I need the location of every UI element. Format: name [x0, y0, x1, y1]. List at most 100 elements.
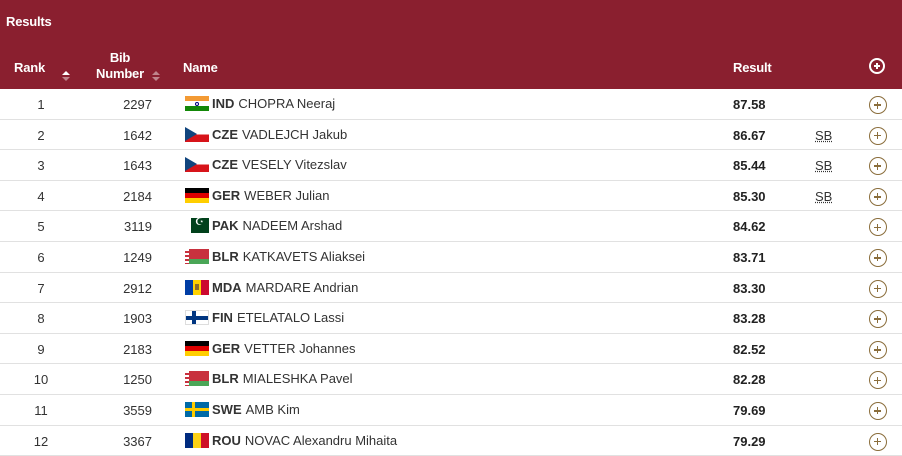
athlete-name-cell[interactable]: SWE AMB Kim	[185, 401, 300, 417]
athlete-name-cell[interactable]: FIN ETELATALO Lassi	[185, 310, 345, 326]
results-table-body: 1 2297 IND CHOPRA Neeraj 87.58 2 1642 CZ…	[0, 89, 902, 456]
athlete-name[interactable]: AMB Kim	[245, 401, 300, 417]
country-flag-icon	[185, 401, 209, 417]
athlete-name-cell[interactable]: BLR KATKAVETS Aliaksei	[185, 248, 366, 264]
results-title: Results	[6, 14, 52, 29]
bib-cell: 2912	[123, 280, 152, 296]
athlete-name-cell[interactable]: PAK NADEEM Arshad	[185, 218, 343, 234]
athlete-name-cell[interactable]: GER WEBER Julian	[185, 187, 330, 203]
bib-cell: 1642	[123, 127, 152, 143]
result-cell: 83.28	[733, 311, 766, 327]
bib-cell: 2184	[123, 188, 152, 204]
result-cell: 79.69	[733, 402, 766, 418]
athlete-name[interactable]: KATKAVETS Aliaksei	[242, 248, 366, 264]
expand-row-plus-icon[interactable]	[869, 340, 887, 359]
noc-code: BLR	[212, 371, 239, 387]
result-cell: 82.28	[733, 372, 766, 388]
table-row[interactable]: 6 1249 BLR KATKAVETS Aliaksei 83.71	[0, 242, 902, 273]
bib-cell: 3119	[124, 219, 152, 235]
table-row[interactable]: 7 2912 MDA MARDARE Andrian 83.30	[0, 273, 902, 304]
expand-row-plus-icon[interactable]	[869, 371, 887, 390]
athlete-name[interactable]: WEBER Julian	[244, 187, 330, 203]
result-cell: 87.58	[733, 97, 766, 112]
table-row[interactable]: 5 3119 PAK NADEEM Arshad 84.62	[0, 211, 902, 242]
country-flag-icon	[185, 187, 209, 203]
table-row[interactable]: 12 3367 ROU NOVAC Alexandru Mihaita 79.2…	[0, 426, 902, 456]
result-column-header: Result	[733, 60, 772, 75]
country-flag-icon	[185, 157, 209, 173]
bib-cell: 2183	[123, 341, 152, 357]
athlete-name-cell[interactable]: ROU NOVAC Alexandru Mihaita	[185, 432, 398, 448]
expand-all-plus-icon[interactable]	[869, 58, 885, 74]
table-row[interactable]: 4 2184 GER WEBER Julian 85.30 SB	[0, 181, 902, 212]
rank-column-header[interactable]: Rank	[14, 60, 45, 75]
table-row[interactable]: 2 1642 CZE VADLEJCH Jakub 86.67 SB	[0, 120, 902, 151]
noc-code: CZE	[212, 157, 238, 173]
expand-row-plus-icon[interactable]	[869, 310, 887, 329]
result-cell: 82.52	[733, 341, 766, 357]
expand-row-plus-icon[interactable]	[869, 126, 887, 145]
result-cell: 85.30	[733, 188, 766, 204]
table-row[interactable]: 9 2183 GER VETTER Johannes 82.52	[0, 334, 902, 365]
noc-code: GER	[212, 187, 241, 203]
athlete-name[interactable]: ETELATALO Lassi	[236, 310, 345, 326]
table-row[interactable]: 11 3559 SWE AMB Kim 79.69	[0, 395, 902, 426]
athlete-name-cell[interactable]: CZE VESELY Vitezslav	[185, 157, 347, 173]
athlete-name-cell[interactable]: MDA MARDARE Andrian	[185, 279, 359, 295]
bib-sort-icon[interactable]	[152, 71, 160, 83]
rank-cell: 1	[37, 97, 45, 112]
athlete-name[interactable]: NOVAC Alexandru Mihaita	[244, 432, 398, 448]
noc-code: FIN	[212, 310, 233, 326]
athlete-name[interactable]: VESELY Vitezslav	[242, 157, 347, 173]
bib-cell: 1249	[123, 249, 152, 265]
athlete-name-cell[interactable]: CZE VADLEJCH Jakub	[185, 126, 348, 142]
result-cell: 83.30	[733, 280, 766, 296]
country-flag-icon	[185, 371, 209, 387]
expand-row-plus-icon[interactable]	[869, 157, 887, 176]
rank-cell: 4	[37, 188, 45, 204]
country-flag-icon	[185, 248, 209, 264]
rank-cell: 6	[37, 249, 45, 265]
athlete-name[interactable]: VETTER Johannes	[244, 340, 356, 356]
athlete-name-cell[interactable]: IND CHOPRA Neeraj	[185, 96, 335, 111]
table-row[interactable]: 3 1643 CZE VESELY Vitezslav 85.44 SB	[0, 150, 902, 181]
athlete-name[interactable]: NADEEM Arshad	[242, 218, 343, 234]
country-flag-icon	[185, 279, 209, 295]
athlete-name[interactable]: MIALESHKA Pavel	[242, 371, 353, 387]
rank-cell: 12	[33, 433, 49, 449]
record-badge: SB	[815, 188, 833, 204]
expand-row-plus-icon[interactable]	[869, 401, 887, 420]
expand-row-plus-icon[interactable]	[869, 432, 887, 451]
bib-column-header[interactable]: Bib Number	[96, 50, 144, 81]
bib-cell: 3559	[123, 402, 152, 418]
rank-sort-icon[interactable]	[62, 71, 70, 83]
expand-row-plus-icon[interactable]	[869, 96, 887, 114]
country-flag-icon	[185, 340, 209, 356]
athlete-name[interactable]: CHOPRA Neeraj	[238, 96, 336, 111]
table-row[interactable]: 1 2297 IND CHOPRA Neeraj 87.58	[0, 89, 902, 120]
noc-code: SWE	[212, 401, 242, 417]
athlete-name-cell[interactable]: GER VETTER Johannes	[185, 340, 356, 356]
bib-cell: 2297	[123, 97, 152, 112]
table-row[interactable]: 10 1250 BLR MIALESHKA Pavel 82.28	[0, 364, 902, 395]
expand-row-plus-icon[interactable]	[869, 248, 887, 267]
expand-row-plus-icon[interactable]	[869, 187, 887, 206]
result-cell: 84.62	[733, 219, 766, 235]
name-column-header: Name	[183, 60, 218, 75]
athlete-name[interactable]: VADLEJCH Jakub	[242, 126, 348, 142]
noc-code: GER	[212, 340, 241, 356]
noc-code: PAK	[212, 218, 239, 234]
bib-cell: 1903	[123, 311, 152, 327]
athlete-name-cell[interactable]: BLR MIALESHKA Pavel	[185, 371, 353, 387]
noc-code: IND	[212, 96, 235, 111]
athlete-name[interactable]: MARDARE Andrian	[245, 279, 359, 295]
expand-row-plus-icon[interactable]	[869, 279, 887, 298]
rank-cell: 11	[34, 402, 48, 418]
rank-cell: 7	[37, 280, 45, 296]
rank-cell: 10	[33, 372, 49, 388]
table-row[interactable]: 8 1903 FIN ETELATALO Lassi 83.28	[0, 303, 902, 334]
country-flag-icon	[185, 218, 209, 234]
country-flag-icon	[185, 432, 209, 448]
result-cell: 79.29	[733, 433, 766, 449]
expand-row-plus-icon[interactable]	[869, 218, 887, 237]
